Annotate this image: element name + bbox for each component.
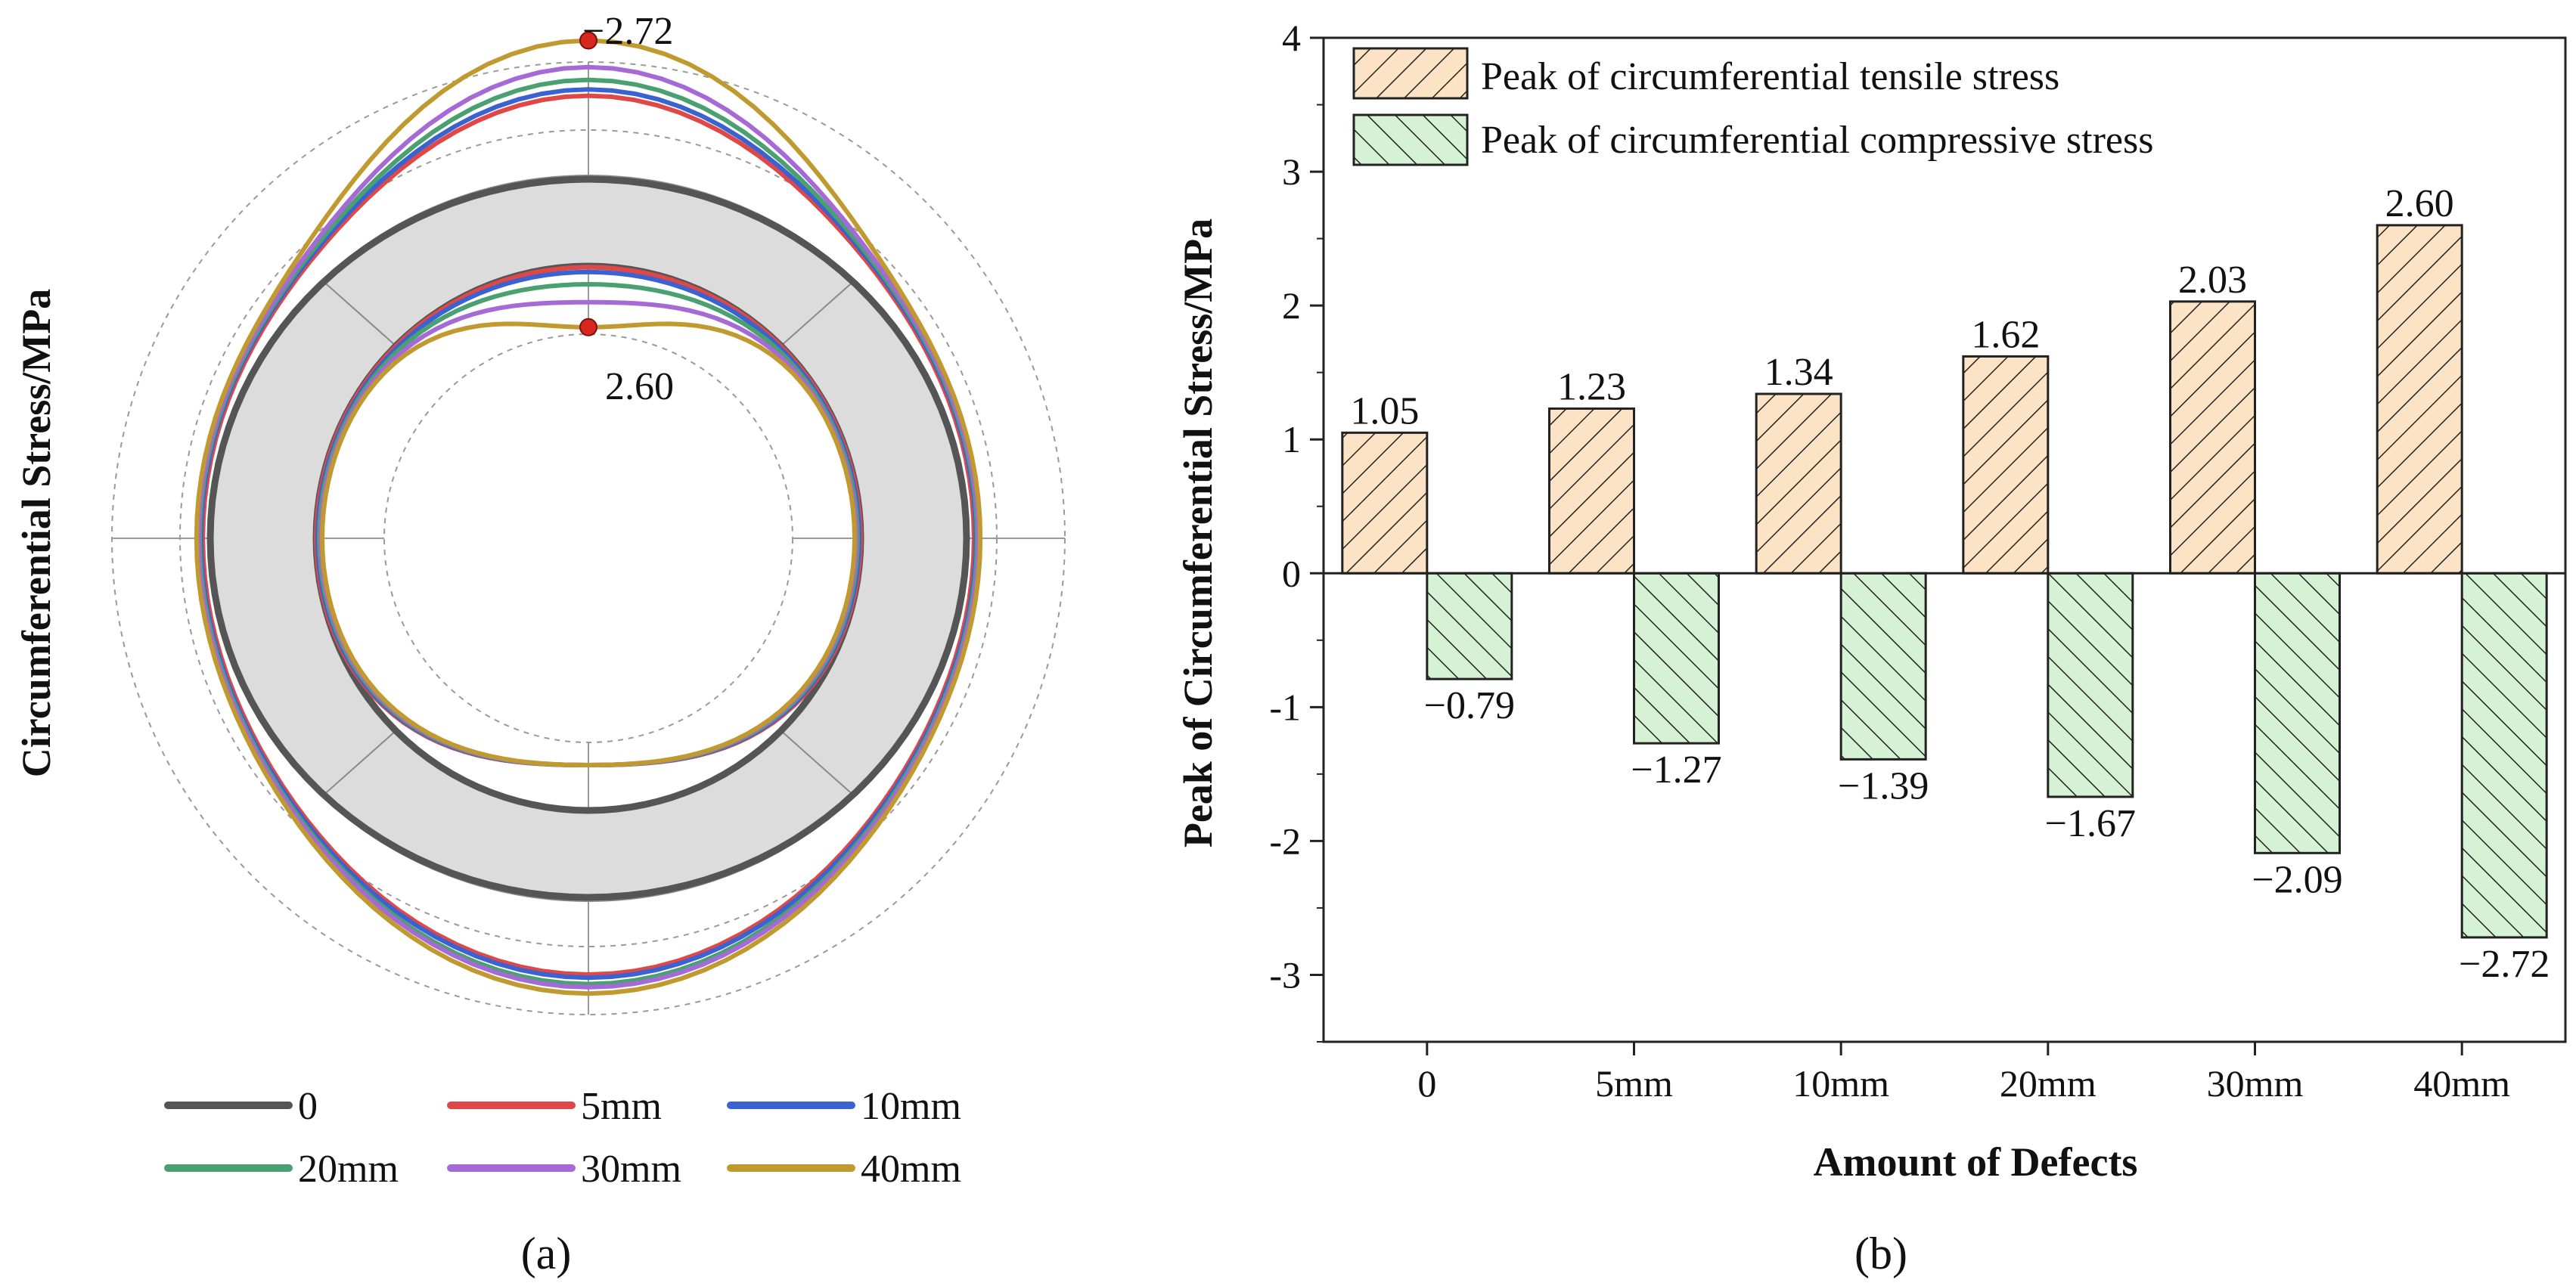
data-label-tensile-30mm: 2.03 (2178, 259, 2247, 302)
x-tick-label-40mm: 40mm (2413, 1062, 2510, 1105)
bar-tensile-30mm (2169, 300, 2256, 575)
peak-markers (579, 31, 597, 336)
data-label-tensile-20mm: 1.62 (1971, 313, 2040, 356)
bar-tensile-5mm (1548, 407, 1635, 575)
y-tick-label: -1 (1269, 686, 1301, 728)
legend-label-compressive: Peak of circumferential compressive stre… (1481, 119, 2153, 162)
data-label-tensile-5mm: 1.23 (1557, 365, 1626, 408)
legend-swatch-tensile (1352, 47, 1469, 100)
bar-compressive-5mm (1633, 572, 1720, 745)
data-label-compressive-20mm: −1.67 (2045, 802, 2136, 845)
y-tick-label: 3 (1282, 150, 1301, 193)
y-tick-label: -2 (1269, 820, 1301, 862)
curve-inner-10mm (315, 269, 862, 768)
y-tick-label: 1 (1282, 418, 1301, 460)
grid-ring (383, 333, 793, 743)
bar-tensile-0 (1341, 431, 1429, 575)
panel-b-label: (b) (1854, 1229, 1907, 1278)
legend-swatch-compressive (1352, 113, 1469, 166)
curve-inner-30mm (318, 299, 859, 768)
bar-series: 1.05 −0.79 1.23 −1.27 1.34 −1.39 1.62 −1.67 2.03… (1341, 182, 2550, 986)
bar-tensile-40mm (2376, 224, 2463, 575)
data-label-tensile-10mm: 1.34 (1764, 351, 1833, 394)
x-tick-label-10mm: 10mm (1792, 1062, 1889, 1105)
curve-inner-40mm (319, 321, 858, 768)
annotation-inner-value: 2.60 (605, 365, 674, 408)
curve-outer-40mm (194, 38, 983, 996)
lining-joint (323, 730, 397, 796)
bar-compressive-0 (1426, 572, 1513, 680)
legend-label-20mm: 20mm (298, 1148, 399, 1191)
data-label-tensile-40mm: 2.60 (2385, 182, 2454, 225)
y-tick-label: 0 (1282, 552, 1301, 594)
bar-compressive-10mm (1839, 572, 1927, 761)
bar-y-axis-label: Peak of Circumferential Stress/MPa (1175, 218, 1221, 848)
legend-label-40mm: 40mm (861, 1148, 961, 1191)
curve-outer-0 (206, 175, 970, 901)
data-label-compressive-10mm: −1.39 (1838, 764, 1929, 807)
legend-label-tensile: Peak of circumferential tensile stress (1481, 55, 2059, 98)
annotation-top-value: −2.72 (582, 10, 673, 53)
bar-compressive-20mm (2047, 572, 2134, 798)
y-tick-label: -3 (1269, 953, 1301, 996)
data-label-compressive-5mm: −1.27 (1631, 748, 1721, 792)
data-label-compressive-0: −0.79 (1424, 684, 1515, 727)
polar-y-axis-label: Circumferential Stress/MPa (14, 289, 59, 777)
lining-joint (780, 280, 854, 347)
panel-a-label: (a) (521, 1229, 572, 1278)
bar-tensile-10mm (1755, 392, 1842, 575)
x-tick-label-5mm: 5mm (1595, 1062, 1673, 1105)
bar-legend: Peak of circumferential tensile stress P… (1352, 47, 2153, 166)
bar-axes: 0 5mm 10mm 20mm 30mm 40mm 4 3 2 1 0 -1 -2 -3 (1269, 17, 2567, 1105)
panel-b-bar-chart: 1.05 −0.79 1.23 −1.27 1.34 −1.39 1.62 −1.67 2.03… (1175, 17, 2567, 1278)
legend-label-30mm: 30mm (581, 1148, 681, 1191)
bar-compressive-30mm (2254, 572, 2341, 854)
y-tick-label: 2 (1282, 284, 1301, 327)
x-tick-label-30mm: 30mm (2207, 1062, 2304, 1105)
x-tick-label-20mm: 20mm (2000, 1062, 2096, 1105)
bar-tensile-20mm (1962, 355, 2050, 575)
legend-label-10mm: 10mm (861, 1085, 961, 1128)
lining-joint (780, 730, 854, 796)
bar-x-axis-label: Amount of Defects (1814, 1139, 2138, 1185)
legend-label-0: 0 (298, 1085, 318, 1128)
polar-legend: 0 5mm 10mm 20mm 30mm 40mm (164, 1085, 961, 1191)
stress-curves (194, 38, 983, 996)
data-label-tensile-0: 1.05 (1350, 389, 1419, 432)
lining-joint (323, 280, 397, 347)
y-tick-label: 4 (1282, 17, 1301, 59)
marker-tensile-peak (579, 318, 597, 336)
panel-a-polar-chart: −2.72 2.60 Circumferential Stress/MPa 0 5… (14, 10, 1066, 1278)
marker-compressive-peak (579, 31, 597, 50)
curve-inner-5mm (313, 265, 864, 768)
data-label-compressive-30mm: −2.09 (2252, 858, 2342, 901)
data-label-compressive-40mm: −2.72 (2459, 943, 2550, 986)
x-tick-label-0: 0 (1417, 1062, 1436, 1105)
bar-compressive-40mm (2460, 572, 2548, 939)
plot-frame (1322, 36, 2567, 1043)
legend-label-5mm: 5mm (581, 1085, 662, 1128)
